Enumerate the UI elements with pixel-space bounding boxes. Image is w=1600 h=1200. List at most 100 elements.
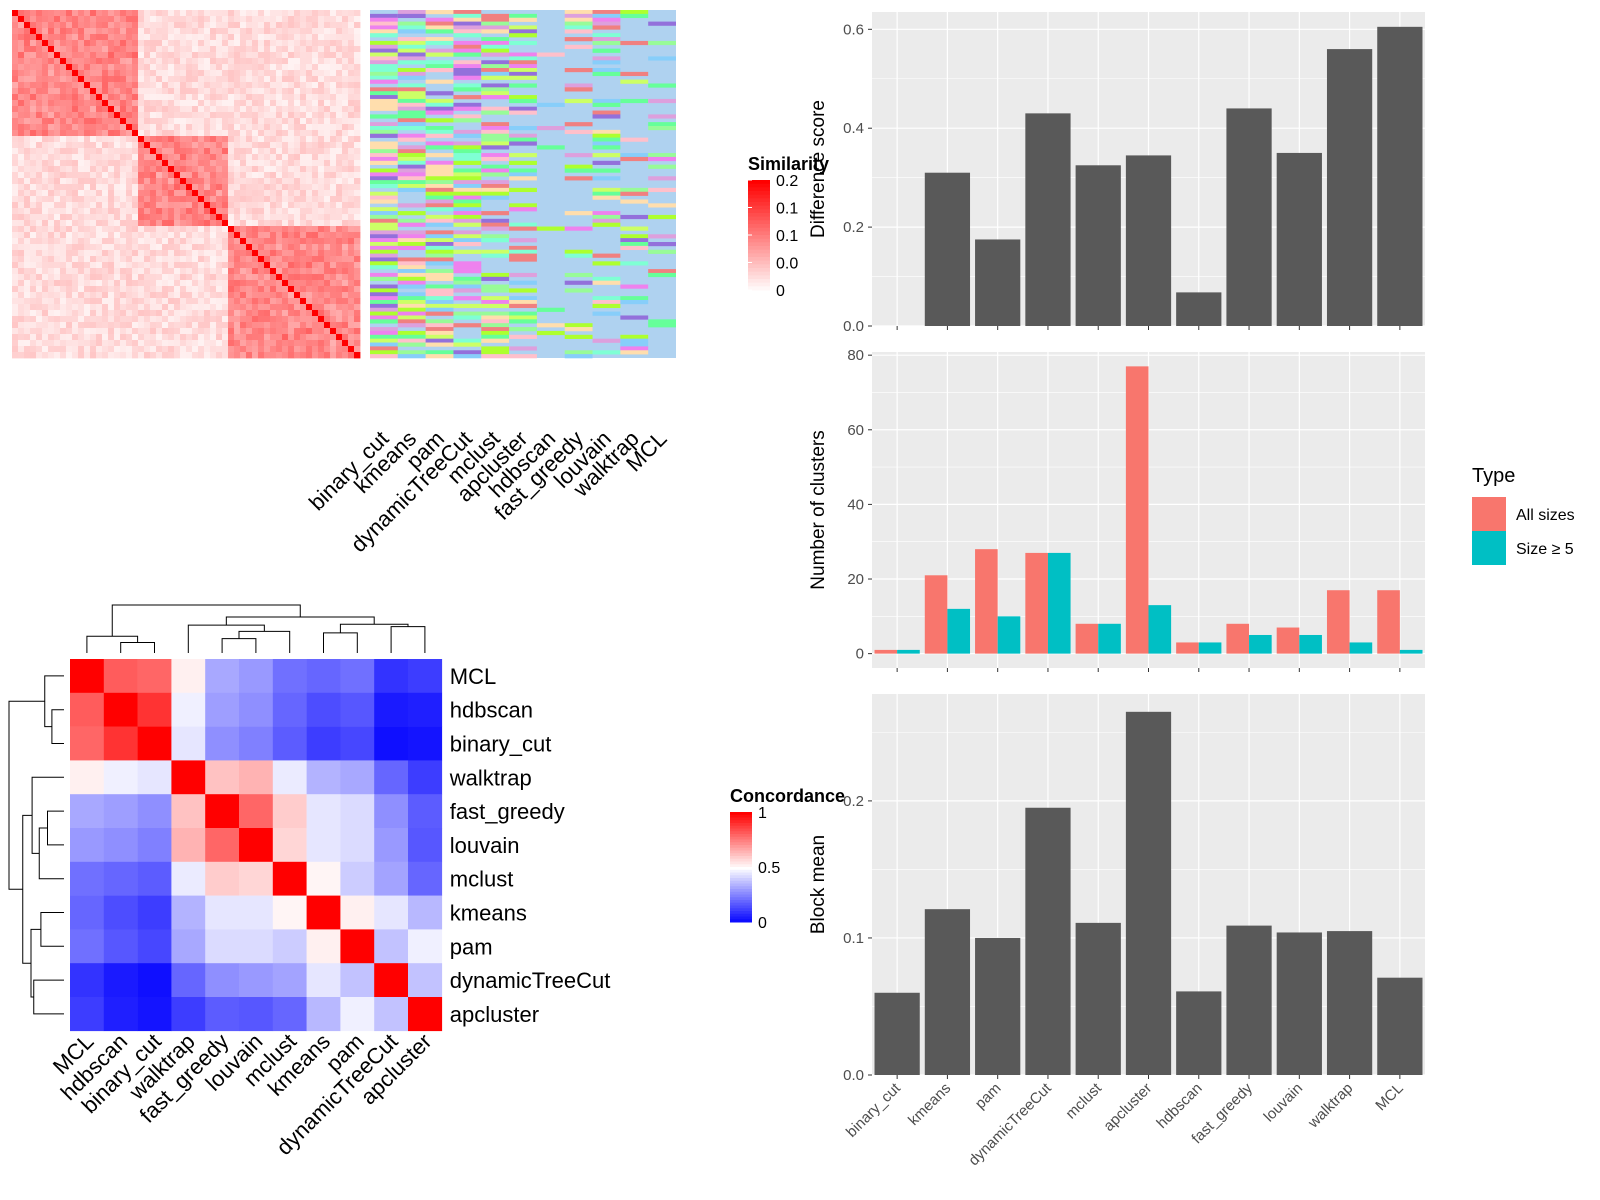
similarity-cell (210, 310, 217, 317)
class-cell (648, 21, 676, 26)
similarity-cell (66, 106, 73, 113)
similarity-cell (312, 346, 319, 353)
column-dendrogram-branch (339, 623, 409, 633)
class-cell (509, 245, 537, 251)
class-cell (453, 265, 482, 270)
concordance-row-label: mclust (450, 867, 514, 892)
similarity-cell (336, 94, 343, 101)
similarity-cell (204, 46, 211, 53)
similarity-cell (288, 340, 295, 347)
similarity-cell (204, 232, 211, 239)
similarity-cell (216, 112, 223, 119)
similarity-cell (66, 154, 73, 161)
similarity-cell (90, 316, 97, 323)
class-cell (425, 338, 454, 343)
similarity-cell (204, 52, 211, 59)
similarity-cell (210, 244, 217, 251)
concordance-cell (408, 929, 443, 964)
class-cell (453, 172, 482, 177)
similarity-cell (222, 256, 229, 263)
similarity-cell (228, 148, 235, 155)
similarity-cell (102, 16, 109, 23)
similarity-cell (72, 238, 79, 245)
similarity-cell (132, 286, 139, 293)
similarity-cell (336, 328, 343, 335)
similarity-cell (180, 202, 187, 209)
bar (1377, 977, 1423, 1075)
class-cell (453, 296, 482, 301)
similarity-cell (288, 94, 295, 101)
similarity-cell (114, 160, 121, 167)
similarity-cell (288, 118, 295, 125)
class-cell (370, 98, 398, 104)
bar-all-sizes (1125, 366, 1149, 654)
similarity-cell (186, 322, 193, 329)
similarity-cell (354, 100, 361, 107)
class-cell (397, 21, 426, 26)
similarity-cell (240, 208, 247, 215)
concordance-cell (103, 760, 138, 795)
similarity-cell (324, 304, 331, 311)
class-cell (425, 323, 454, 328)
similarity-cell (336, 40, 343, 47)
similarity-cell (294, 280, 301, 287)
class-cell (481, 253, 510, 258)
class-cell (509, 141, 537, 146)
legend-gradient-step (730, 883, 752, 887)
similarity-cell (48, 112, 55, 119)
similarity-cell (108, 292, 115, 299)
similarity-cell (96, 310, 103, 317)
similarity-cell (84, 94, 91, 101)
similarity-cell (294, 148, 301, 155)
similarity-cell (54, 100, 61, 107)
similarity-cell (108, 10, 115, 17)
similarity-cell (144, 190, 151, 197)
class-cell (425, 64, 454, 69)
similarity-cell (144, 286, 151, 293)
similarity-cell (66, 244, 73, 251)
class-cell (370, 68, 398, 73)
class-cell (509, 238, 537, 243)
class-cell (370, 25, 398, 30)
similarity-cell (30, 250, 37, 257)
similarity-cell (30, 316, 37, 323)
similarity-cell (222, 166, 229, 173)
similarity-cell (132, 334, 139, 341)
concordance-cell (205, 861, 240, 896)
similarity-cell (270, 316, 277, 323)
similarity-cell (126, 100, 133, 107)
similarity-cell (120, 160, 127, 167)
similarity-cell (342, 16, 349, 23)
similarity-cell (210, 286, 217, 293)
similarity-cell (138, 190, 145, 197)
similarity-cell (18, 334, 25, 341)
similarity-cell (276, 166, 283, 173)
similarity-cell (18, 94, 25, 101)
similarity-cell (324, 316, 331, 323)
similarity-cell (216, 160, 223, 167)
similarity-cell (78, 178, 85, 185)
similarity-cell (324, 340, 331, 347)
class-cell (592, 191, 621, 196)
similarity-cell (42, 154, 49, 161)
class-cell (370, 245, 398, 251)
class-cell (481, 133, 510, 138)
similarity-cell (348, 64, 355, 71)
class-cell (425, 141, 454, 146)
similarity-cell (204, 322, 211, 329)
similarity-cell (270, 310, 277, 317)
similarity-cell (138, 52, 145, 59)
similarity-cell (132, 94, 139, 101)
similarity-cell (210, 100, 217, 107)
similarity-cell (342, 28, 349, 35)
similarity-cell (324, 124, 331, 131)
class-cell (481, 319, 510, 324)
class-cell (453, 29, 482, 34)
similarity-cell (306, 28, 313, 35)
class-cell (453, 195, 482, 200)
similarity-cell (150, 106, 157, 113)
similarity-cell (288, 160, 295, 167)
similarity-cell (168, 34, 175, 41)
similarity-cell (78, 280, 85, 287)
